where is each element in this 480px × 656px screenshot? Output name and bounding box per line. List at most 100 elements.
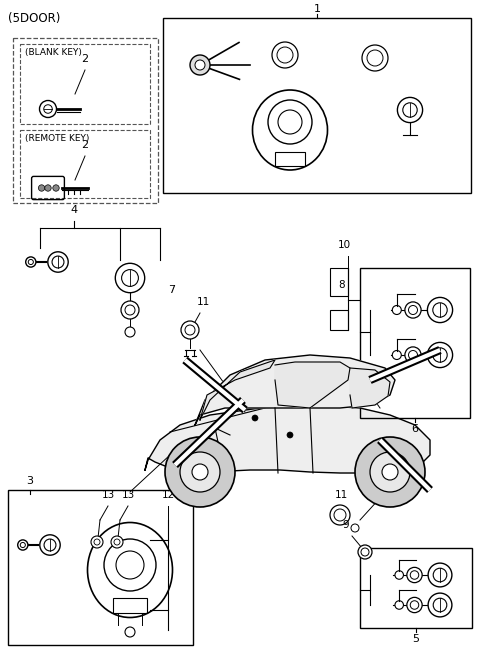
Circle shape bbox=[392, 306, 401, 314]
Circle shape bbox=[44, 539, 56, 551]
Text: 13: 13 bbox=[121, 490, 134, 500]
Circle shape bbox=[433, 348, 447, 362]
Bar bbox=[275, 152, 305, 166]
Text: 11: 11 bbox=[197, 297, 210, 307]
Circle shape bbox=[277, 47, 293, 63]
Polygon shape bbox=[195, 355, 395, 425]
Circle shape bbox=[351, 524, 359, 532]
Circle shape bbox=[403, 103, 417, 117]
Bar bbox=[113, 598, 147, 613]
Circle shape bbox=[40, 535, 60, 555]
Circle shape bbox=[38, 185, 45, 191]
Circle shape bbox=[330, 505, 350, 525]
Circle shape bbox=[268, 100, 312, 144]
Bar bbox=[360, 548, 472, 628]
Circle shape bbox=[362, 45, 388, 71]
Polygon shape bbox=[145, 405, 430, 473]
Circle shape bbox=[190, 55, 210, 75]
Text: 11: 11 bbox=[335, 490, 348, 500]
Circle shape bbox=[272, 42, 298, 68]
Circle shape bbox=[94, 539, 100, 545]
Bar bbox=[330, 268, 348, 296]
Bar bbox=[360, 268, 470, 418]
Circle shape bbox=[45, 185, 51, 191]
Bar bbox=[330, 310, 348, 330]
Circle shape bbox=[125, 305, 135, 315]
Text: 10: 10 bbox=[338, 240, 351, 250]
Circle shape bbox=[410, 571, 419, 579]
Circle shape bbox=[28, 260, 33, 264]
Text: 13: 13 bbox=[101, 490, 115, 500]
Bar bbox=[8, 490, 193, 645]
Circle shape bbox=[405, 347, 421, 363]
Text: 1: 1 bbox=[313, 4, 321, 14]
Circle shape bbox=[115, 263, 144, 293]
Circle shape bbox=[180, 452, 220, 492]
Circle shape bbox=[192, 464, 208, 480]
Polygon shape bbox=[200, 360, 275, 420]
Text: (BLANK KEY): (BLANK KEY) bbox=[25, 48, 82, 57]
Circle shape bbox=[427, 342, 453, 367]
Polygon shape bbox=[350, 368, 390, 408]
Circle shape bbox=[26, 257, 36, 267]
Text: 12: 12 bbox=[161, 490, 175, 500]
Circle shape bbox=[121, 301, 139, 319]
Circle shape bbox=[433, 303, 447, 318]
Circle shape bbox=[395, 571, 404, 579]
Bar bbox=[163, 18, 471, 193]
Circle shape bbox=[287, 432, 293, 438]
Circle shape bbox=[397, 97, 422, 123]
Circle shape bbox=[428, 563, 452, 587]
Circle shape bbox=[428, 593, 452, 617]
Polygon shape bbox=[275, 362, 350, 408]
Circle shape bbox=[382, 464, 398, 480]
Circle shape bbox=[410, 601, 419, 609]
Circle shape bbox=[405, 302, 421, 318]
Circle shape bbox=[53, 185, 59, 191]
Circle shape bbox=[195, 60, 205, 70]
Circle shape bbox=[104, 539, 156, 591]
Circle shape bbox=[408, 350, 418, 359]
Text: 8: 8 bbox=[338, 280, 345, 290]
Text: 4: 4 bbox=[71, 205, 78, 215]
Circle shape bbox=[334, 509, 346, 521]
Text: 2: 2 bbox=[82, 140, 89, 150]
Circle shape bbox=[278, 110, 302, 134]
Circle shape bbox=[392, 350, 401, 359]
Text: 7: 7 bbox=[168, 285, 175, 295]
Circle shape bbox=[407, 567, 422, 583]
Circle shape bbox=[48, 252, 68, 272]
Text: 9: 9 bbox=[342, 520, 348, 530]
Text: (5DOOR): (5DOOR) bbox=[8, 12, 60, 25]
Circle shape bbox=[252, 415, 258, 421]
Text: 5: 5 bbox=[412, 634, 420, 644]
Text: 6: 6 bbox=[411, 424, 419, 434]
Text: 2: 2 bbox=[82, 54, 89, 64]
Circle shape bbox=[408, 306, 418, 314]
Circle shape bbox=[125, 627, 135, 637]
Circle shape bbox=[91, 536, 103, 548]
Circle shape bbox=[395, 601, 404, 609]
Circle shape bbox=[44, 105, 52, 113]
Circle shape bbox=[370, 452, 410, 492]
Circle shape bbox=[355, 437, 425, 507]
Circle shape bbox=[407, 598, 422, 613]
Circle shape bbox=[52, 256, 64, 268]
Circle shape bbox=[181, 321, 199, 339]
Circle shape bbox=[111, 536, 123, 548]
Circle shape bbox=[433, 568, 447, 582]
Circle shape bbox=[367, 50, 383, 66]
Circle shape bbox=[39, 100, 57, 117]
Circle shape bbox=[427, 297, 453, 323]
Circle shape bbox=[358, 545, 372, 559]
Circle shape bbox=[165, 437, 235, 507]
Circle shape bbox=[114, 539, 120, 545]
Text: 3: 3 bbox=[26, 476, 34, 486]
Circle shape bbox=[125, 327, 135, 337]
Circle shape bbox=[116, 551, 144, 579]
Text: (REMOTE KEY): (REMOTE KEY) bbox=[25, 134, 89, 143]
Circle shape bbox=[121, 270, 138, 287]
Circle shape bbox=[433, 598, 447, 612]
Circle shape bbox=[18, 540, 28, 550]
Circle shape bbox=[185, 325, 195, 335]
